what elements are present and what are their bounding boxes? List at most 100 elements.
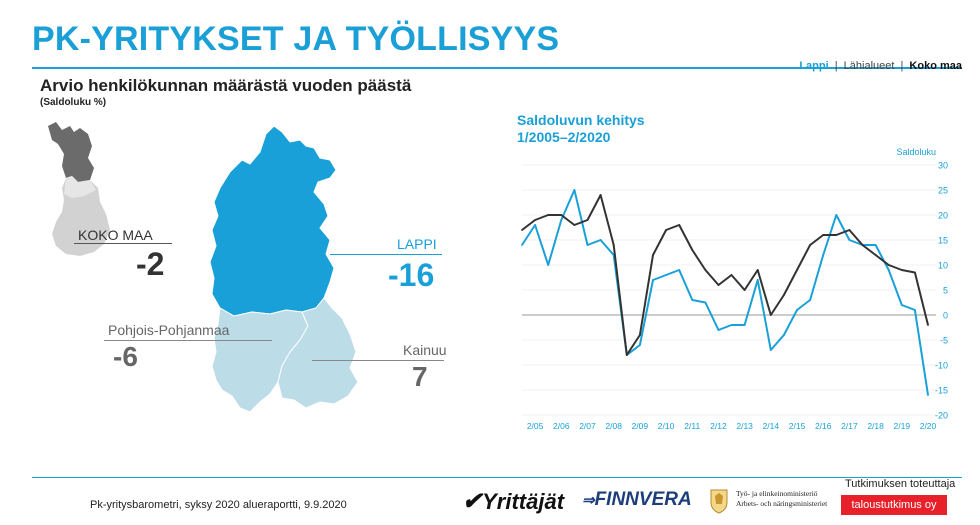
chart-title-period: 1/2005–2/2020 (517, 129, 611, 145)
lappi-leader-line (330, 254, 442, 255)
finnvera-logo-text: FINNVERA (594, 489, 692, 510)
x-tick-label: 2/20 (920, 421, 937, 431)
data-point-koko-maa (796, 269, 798, 271)
y-tick-label: -20 (935, 411, 948, 421)
data-point-koko-maa (573, 224, 576, 226)
y-tick-label: 0 (943, 311, 948, 321)
title-divider (32, 67, 962, 69)
data-point-lappi (900, 304, 903, 306)
producer-label: Tutkimuksen toteuttaja (845, 478, 956, 490)
x-tick-label: 2/05 (527, 421, 544, 431)
finland-mini-map (48, 122, 110, 256)
data-point-koko-maa (547, 214, 550, 216)
nav-separator: | (900, 60, 904, 72)
data-point-lappi (848, 239, 851, 241)
y-tick-label: -5 (940, 336, 948, 346)
taloustutkimus-logo: taloustutkimus oy (841, 495, 947, 515)
finland-south-shape (52, 176, 110, 256)
nav-link-lahialueet[interactable]: Lähialueet (843, 60, 895, 72)
lappi-label: LAPPI (397, 236, 437, 252)
finland-north-shape (48, 122, 94, 182)
data-point-lappi (521, 244, 523, 246)
data-point-lappi (874, 244, 877, 246)
pohjois-pohjanmaa-shape (211, 307, 309, 413)
data-point-koko-maa (861, 244, 864, 246)
footer-note: Pk-yritysbarometri, syksy 2020 aluerapor… (90, 499, 347, 511)
kainuu-label: Kainuu (403, 342, 447, 358)
nav-link-koko-maa[interactable]: Koko maa (909, 60, 962, 72)
chart-title-main: Saldoluvun kehitys (517, 112, 645, 128)
lappi-value: -16 (388, 257, 435, 293)
yrittajat-logo-text: Yrittäjät (482, 489, 565, 514)
data-point-koko-maa (809, 244, 812, 246)
tem-logo: Työ- ja elinkeinoministeriö Arbets- och … (736, 489, 827, 509)
pohjois-pohjanmaa-leader-line (104, 340, 272, 341)
data-point-lappi (822, 254, 825, 256)
data-point-lappi (717, 329, 720, 331)
series-line-lappi (521, 189, 929, 396)
data-point-lappi (652, 279, 654, 281)
y-tick-label: 30 (938, 161, 948, 171)
saldoluku-line-chart: Saldoluku -20 -15 -10 -5 0 5 10 15 20 25 30 2/05 2/06… (521, 147, 948, 431)
data-point-lappi (678, 269, 681, 271)
x-tick-label: 2/12 (710, 421, 727, 431)
kainuu-shape (277, 297, 359, 409)
map-subtitle: (Saldoluku %) (40, 97, 107, 108)
data-point-koko-maa (678, 224, 681, 226)
data-point-koko-maa (612, 244, 615, 246)
data-point-lappi (534, 224, 536, 226)
data-point-lappi (573, 189, 576, 191)
data-point-koko-maa (900, 269, 903, 271)
data-point-lappi (743, 324, 746, 326)
x-tick-label: 2/14 (763, 421, 780, 431)
y-tick-label: 5 (943, 286, 948, 296)
data-point-koko-maa (599, 194, 602, 196)
data-point-koko-maa (691, 249, 694, 251)
data-point-koko-maa (560, 214, 563, 216)
nav-separator: | (834, 60, 838, 72)
data-point-lappi (835, 214, 838, 216)
data-point-lappi (769, 349, 772, 351)
data-point-lappi (796, 309, 798, 311)
x-tick-label: 2/15 (789, 421, 806, 431)
data-point-lappi (665, 274, 667, 276)
data-point-lappi (547, 264, 550, 266)
region-nav: Lappi | Lähialueet | Koko maa (799, 60, 962, 72)
data-point-lappi (560, 219, 563, 221)
series-line-koko-maa (521, 194, 929, 356)
y-tick-label: 25 (938, 186, 948, 196)
finnvera-arrow-icon: ⇒ (582, 492, 595, 509)
data-point-koko-maa (665, 229, 667, 231)
data-point-lappi (756, 279, 759, 281)
x-tick-label: 2/08 (605, 421, 622, 431)
x-tick-label: 2/17 (841, 421, 858, 431)
data-point-koko-maa (625, 354, 628, 356)
data-point-koko-maa (927, 324, 929, 326)
y-tick-label: 20 (938, 211, 948, 221)
data-point-koko-maa (586, 219, 589, 221)
data-point-lappi (586, 244, 589, 246)
map-title: Arvio henkilökunnan määrästä vuoden pääs… (40, 76, 412, 95)
data-point-koko-maa (887, 264, 890, 266)
x-tick-label: 2/07 (579, 421, 596, 431)
lapland-region-map (209, 125, 359, 413)
data-point-koko-maa (848, 229, 851, 231)
nav-link-lappi[interactable]: Lappi (799, 60, 829, 72)
data-point-koko-maa (652, 254, 654, 256)
y-tick-label: 10 (938, 261, 948, 271)
x-tick-label: 2/13 (736, 421, 753, 431)
finnvera-logo: ⇒FINNVERA (582, 489, 692, 511)
data-point-koko-maa (534, 219, 536, 221)
pohjois-pohjanmaa-value: -6 (113, 341, 138, 372)
x-tick-label: 2/06 (553, 421, 570, 431)
y-tick-label: 15 (938, 236, 948, 246)
data-point-lappi (809, 299, 812, 301)
kainuu-value: 7 (412, 361, 428, 392)
data-point-koko-maa (717, 284, 720, 286)
data-point-koko-maa (730, 274, 733, 276)
tem-logo-line2: Arbets- och näringsministeriet (736, 499, 828, 508)
tem-logo-line1: Työ- ja elinkeinoministeriö (736, 489, 818, 498)
footer-divider (32, 477, 962, 478)
data-point-koko-maa (638, 334, 641, 336)
page-title: PK-YRITYKSET JA TYÖLLISYYS (32, 20, 560, 58)
